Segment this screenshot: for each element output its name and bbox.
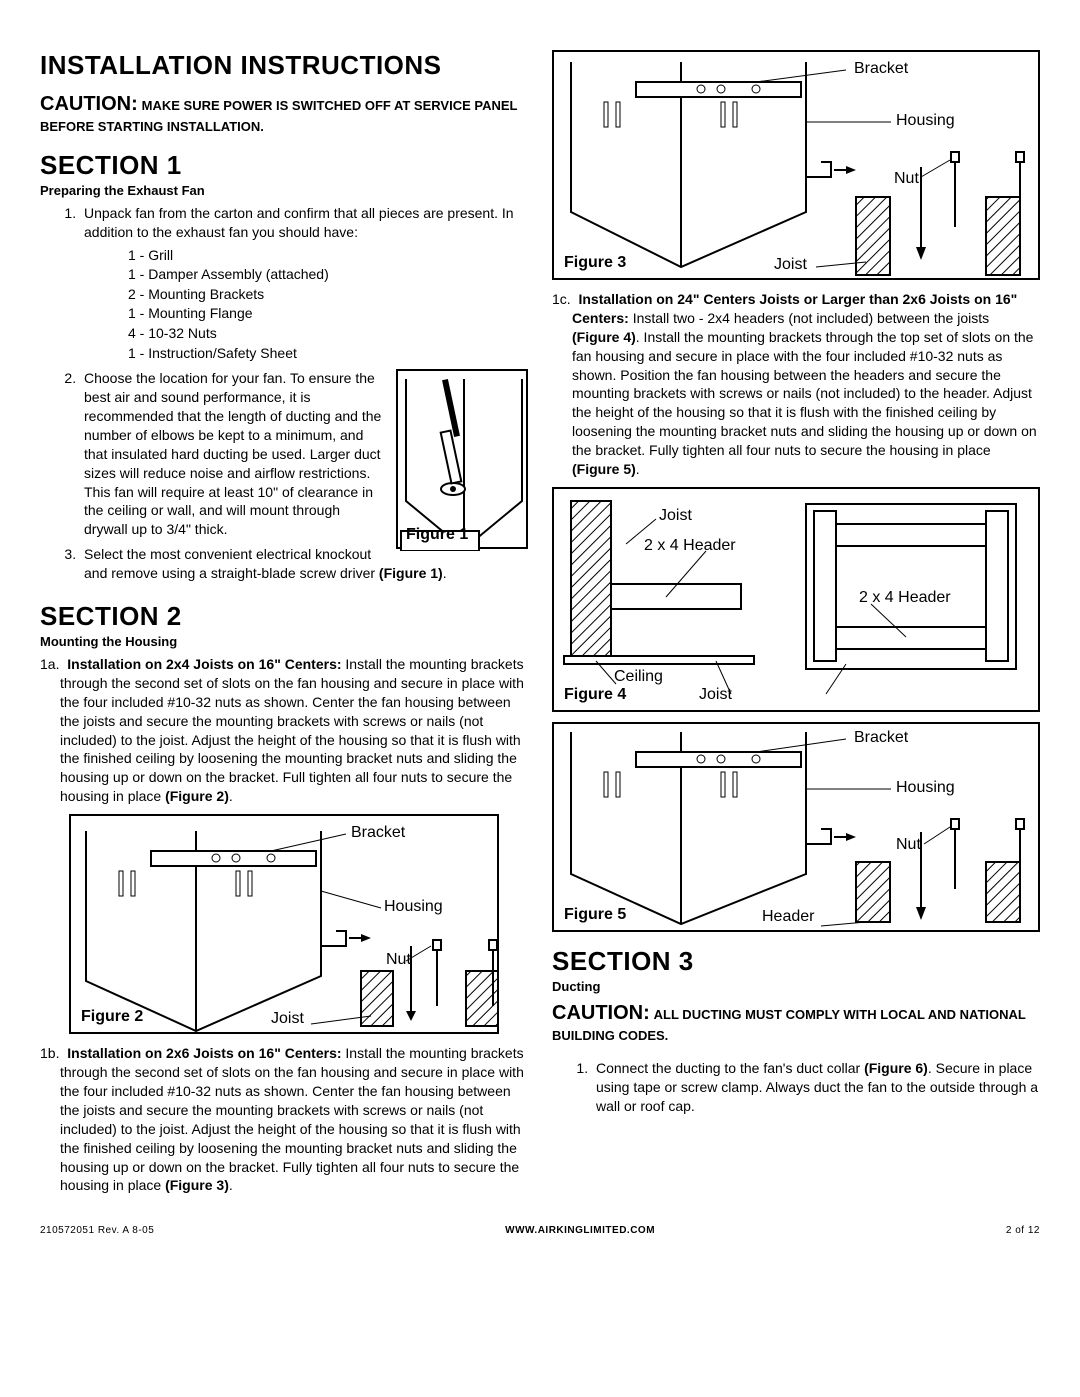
fig3-joist-label: Joist <box>774 256 807 274</box>
s2-1a-lead: Installation on 2x4 Joists on 16" Center… <box>67 656 345 672</box>
section-1-heading: SECTION 1 <box>40 150 528 181</box>
figure-4: Joist 2 x 4 Header 2 x 4 Header Ceiling … <box>552 487 1040 712</box>
figure-3-svg <box>554 52 1038 282</box>
footer-center: WWW.AIRKINGLIMITED.COM <box>505 1225 655 1236</box>
figure-5: Bracket Housing Nut Header Figure 5 <box>552 722 1040 932</box>
s2-1a-fig: (Figure 2) <box>165 788 229 804</box>
footer-right: 2 of 12 <box>1006 1225 1040 1236</box>
s3-item-1a: Connect the ducting to the fan's duct co… <box>596 1060 864 1076</box>
page-footer: 210572051 Rev. A 8-05 WWW.AIRKINGLIMITED… <box>40 1225 1040 1236</box>
part-1: 1 - Grill <box>128 246 528 266</box>
page: INSTALLATION INSTRUCTIONS CAUTION: MAKE … <box>0 0 1080 1256</box>
s2-1c-fig5: (Figure 5) <box>572 461 636 477</box>
fig5-nut-label: Nut <box>896 836 921 854</box>
section-2-subhead: Mounting the Housing <box>40 634 528 649</box>
section-1-list: Unpack fan from the carton and confirm t… <box>40 204 528 583</box>
fig4-joist2-label: Joist <box>699 686 732 704</box>
s1-item-1: Unpack fan from the carton and confirm t… <box>80 204 528 363</box>
caution-word: CAUTION: <box>40 93 138 115</box>
part-6: 1 - Instruction/Safety Sheet <box>128 344 528 364</box>
section-2-heading: SECTION 2 <box>40 601 528 632</box>
s1-item-3a: Select the most convenient electrical kn… <box>84 546 379 581</box>
part-5: 4 - 10-32 Nuts <box>128 324 528 344</box>
figure-2-svg <box>71 816 501 1036</box>
fig2-housing-label: Housing <box>384 898 443 916</box>
footer-left: 210572051 Rev. A 8-05 <box>40 1225 154 1236</box>
page-title: INSTALLATION INSTRUCTIONS <box>40 50 528 81</box>
figure-5-label: Figure 5 <box>564 906 626 924</box>
fig2-joist-label: Joist <box>271 1010 304 1028</box>
figure-4-label: Figure 4 <box>564 686 626 704</box>
s1-item-1-text: Unpack fan from the carton and confirm t… <box>84 205 514 240</box>
s1-item-3c: . <box>443 565 447 581</box>
s2-item-1b: 1b. Installation on 2x6 Joists on 16" Ce… <box>40 1044 528 1195</box>
s2-item-1a: 1a. Installation on 2x4 Joists on 16" Ce… <box>40 655 528 806</box>
s1-item-2: Figure 1 Choose the location for your fa… <box>80 369 528 539</box>
fig5-header-label: Header <box>762 908 814 926</box>
figure-1: Figure 1 <box>396 369 528 549</box>
two-column-layout: INSTALLATION INSTRUCTIONS CAUTION: MAKE … <box>40 50 1040 1195</box>
fig5-bracket-label: Bracket <box>854 729 908 747</box>
figure-5-svg <box>554 724 1038 934</box>
right-column: Bracket Housing Nut Joist Figure 3 1c. I… <box>552 50 1040 1195</box>
fig4-header-label: 2 x 4 Header <box>644 537 736 555</box>
fig2-bracket-label: Bracket <box>351 824 405 842</box>
part-4: 1 - Mounting Flange <box>128 304 528 324</box>
fig3-housing-label: Housing <box>896 112 955 130</box>
s2-1c-end: . <box>636 461 640 477</box>
parts-list: 1 - Grill 1 - Damper Assembly (attached)… <box>84 246 528 364</box>
s2-item-1c: 1c. Installation on 24" Centers Joists o… <box>552 290 1040 479</box>
s2-1c-body1: Install two - 2x4 headers (not included)… <box>633 310 989 326</box>
fig3-bracket-label: Bracket <box>854 60 908 78</box>
left-column: INSTALLATION INSTRUCTIONS CAUTION: MAKE … <box>40 50 528 1195</box>
figure-2: Bracket Housing Nut Joist Figure 2 <box>69 814 499 1034</box>
fig3-nut-label: Nut <box>894 170 919 188</box>
section-3-subhead: Ducting <box>552 979 1040 994</box>
caution-1: CAUTION: MAKE SURE POWER IS SWITCHED OFF… <box>40 91 528 136</box>
figure-3: Bracket Housing Nut Joist Figure 3 <box>552 50 1040 280</box>
figure-2-label: Figure 2 <box>81 1008 143 1026</box>
figure-3-label: Figure 3 <box>564 254 626 272</box>
s1-item-2-text: Choose the location for your fan. To ens… <box>84 370 381 537</box>
section-3-heading: SECTION 3 <box>552 946 1040 977</box>
fig2-nut-label: Nut <box>386 951 411 969</box>
s2-1c-fig4: (Figure 4) <box>572 329 636 345</box>
section-1-subhead: Preparing the Exhaust Fan <box>40 183 528 198</box>
s2-1b-fig: (Figure 3) <box>165 1177 229 1193</box>
s1-item-3-figref: (Figure 1) <box>379 565 443 581</box>
fig4-joist-label: Joist <box>659 507 692 525</box>
s3-item-1-fig: (Figure 6) <box>864 1060 928 1076</box>
part-2: 1 - Damper Assembly (attached) <box>128 265 528 285</box>
s3-item-1: Connect the ducting to the fan's duct co… <box>592 1059 1040 1116</box>
caution-2: CAUTION: ALL DUCTING MUST COMPLY WITH LO… <box>552 1000 1040 1045</box>
s2-1c-body2: . Install the mounting brackets through … <box>572 329 1037 458</box>
fig5-housing-label: Housing <box>896 779 955 797</box>
section-3-list: Connect the ducting to the fan's duct co… <box>552 1059 1040 1116</box>
s2-1b-lead: Installation on 2x6 Joists on 16" Center… <box>67 1045 345 1061</box>
s2-1a-body: Install the mounting brackets through th… <box>60 656 524 804</box>
fig4-ceiling-label: Ceiling <box>614 668 663 686</box>
figure-1-label: Figure 1 <box>406 524 468 546</box>
part-3: 2 - Mounting Brackets <box>128 285 528 305</box>
s2-1b-body: Install the mounting brackets through th… <box>60 1045 524 1193</box>
caution-2-word: CAUTION: <box>552 1002 650 1024</box>
fig4-header2-label: 2 x 4 Header <box>859 589 951 607</box>
